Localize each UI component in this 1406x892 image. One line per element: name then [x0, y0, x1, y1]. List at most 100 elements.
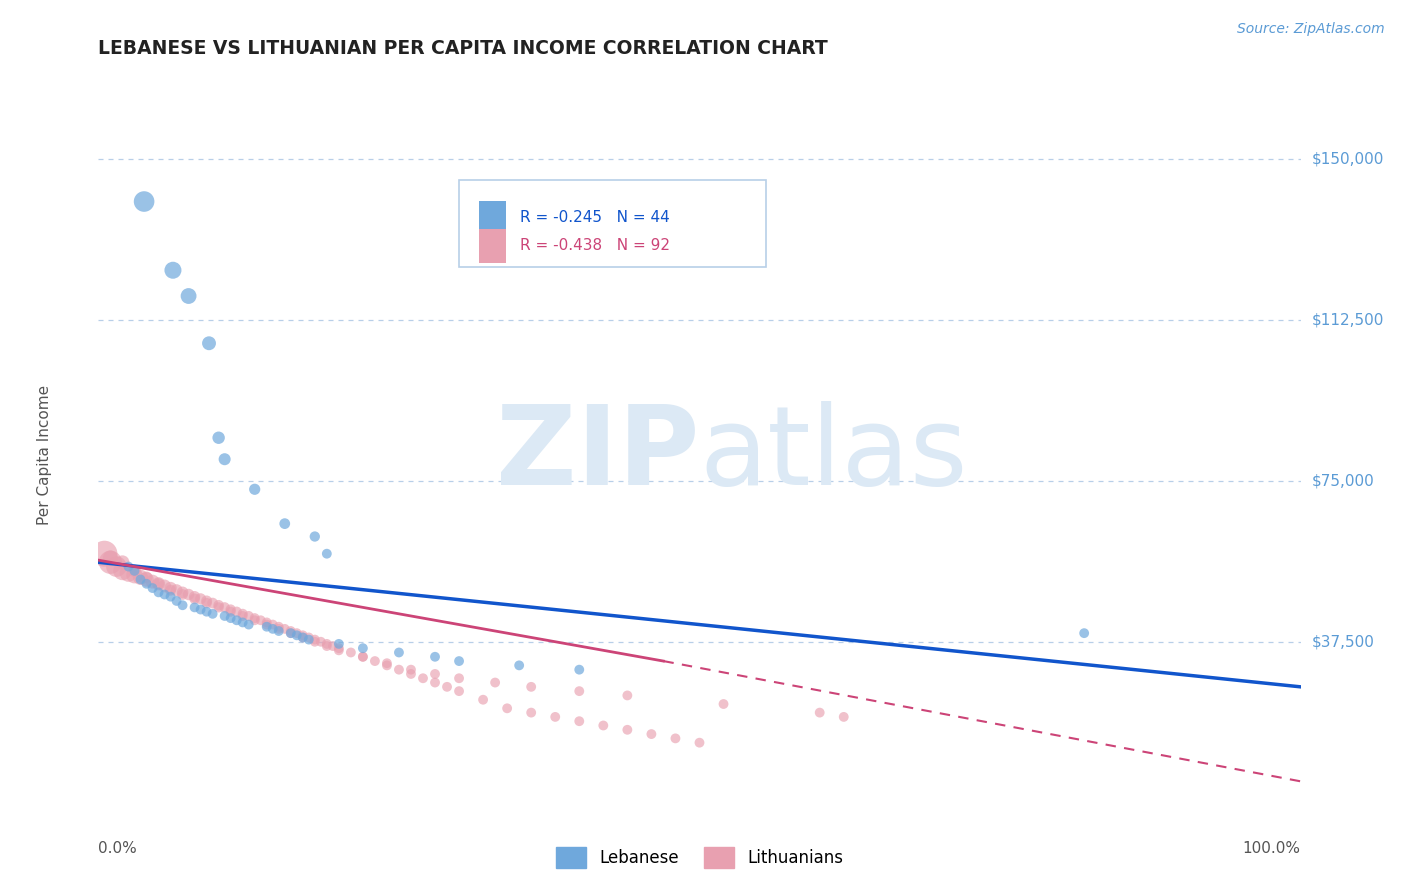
Point	[388, 663, 411, 677]
Point	[568, 684, 591, 698]
Point	[713, 697, 735, 711]
Point	[111, 564, 134, 578]
Point	[135, 576, 157, 591]
Point	[232, 607, 254, 621]
Point	[267, 624, 290, 638]
Point	[243, 611, 266, 625]
Point	[159, 581, 181, 595]
Point	[592, 718, 614, 732]
Point	[225, 605, 247, 619]
Point	[616, 689, 638, 703]
Point	[225, 613, 247, 627]
Point	[423, 667, 446, 681]
Point	[219, 602, 242, 616]
Point	[172, 599, 194, 613]
Point	[105, 559, 128, 574]
Text: R = -0.438   N = 92: R = -0.438 N = 92	[520, 238, 671, 253]
Point	[280, 626, 302, 640]
Text: $75,000: $75,000	[1312, 473, 1375, 488]
Point	[129, 573, 152, 587]
Point	[520, 706, 543, 720]
Point	[148, 576, 170, 591]
Point	[304, 529, 326, 543]
Point	[423, 649, 446, 664]
Text: R = -0.245   N = 44: R = -0.245 N = 44	[520, 211, 671, 226]
Point	[117, 566, 139, 580]
Point	[124, 564, 146, 578]
Point	[568, 663, 591, 677]
Point	[267, 620, 290, 634]
Legend: Lebanese, Lithuanians: Lebanese, Lithuanians	[550, 841, 849, 874]
Point	[328, 637, 350, 651]
Point	[100, 551, 122, 566]
Point	[93, 547, 115, 561]
Point	[195, 594, 218, 608]
Point	[352, 649, 374, 664]
Point	[159, 590, 181, 604]
Point	[399, 667, 422, 681]
Point	[688, 736, 710, 750]
Point	[232, 615, 254, 630]
Point	[232, 609, 254, 624]
Point	[322, 639, 344, 653]
Point	[153, 579, 176, 593]
Point	[328, 643, 350, 657]
Point	[447, 684, 470, 698]
Point	[219, 611, 242, 625]
Point	[291, 631, 314, 645]
Point	[243, 613, 266, 627]
Point	[141, 574, 163, 589]
Point	[153, 587, 176, 601]
Point	[195, 605, 218, 619]
Point	[183, 590, 205, 604]
Point	[315, 639, 337, 653]
Text: LEBANESE VS LITHUANIAN PER CAPITA INCOME CORRELATION CHART: LEBANESE VS LITHUANIAN PER CAPITA INCOME…	[98, 39, 828, 58]
Point	[375, 658, 398, 673]
Point	[484, 675, 506, 690]
Text: atlas: atlas	[699, 401, 967, 508]
Point	[219, 605, 242, 619]
Point	[298, 632, 321, 647]
Point	[274, 516, 297, 531]
Point	[280, 624, 302, 638]
Point	[285, 628, 308, 642]
FancyBboxPatch shape	[458, 180, 766, 267]
Point	[177, 587, 200, 601]
Point	[135, 570, 157, 584]
Text: 100.0%: 100.0%	[1243, 841, 1301, 856]
Point	[616, 723, 638, 737]
Point	[1073, 626, 1095, 640]
Point	[664, 731, 686, 746]
Point	[399, 663, 422, 677]
Point	[256, 620, 278, 634]
Point	[177, 289, 200, 303]
Point	[132, 194, 155, 209]
Point	[201, 596, 224, 610]
Point	[124, 564, 146, 578]
Point	[544, 710, 567, 724]
Point	[496, 701, 519, 715]
Point	[166, 594, 188, 608]
Point	[172, 587, 194, 601]
Text: Source: ZipAtlas.com: Source: ZipAtlas.com	[1237, 22, 1385, 37]
Point	[214, 600, 236, 615]
Point	[148, 576, 170, 591]
Point	[135, 573, 157, 587]
Point	[285, 626, 308, 640]
Point	[304, 632, 326, 647]
Point	[172, 585, 194, 599]
Point	[214, 452, 236, 467]
Point	[208, 431, 231, 445]
Point	[352, 641, 374, 656]
Point	[808, 706, 831, 720]
Point	[412, 671, 434, 685]
Point	[447, 654, 470, 668]
Point	[472, 692, 495, 706]
Bar	[479, 202, 506, 235]
Text: Per Capita Income: Per Capita Income	[37, 384, 52, 525]
Text: $150,000: $150,000	[1312, 151, 1384, 166]
Point	[249, 613, 271, 627]
Point	[262, 622, 284, 636]
Point	[214, 609, 236, 624]
Point	[166, 583, 188, 598]
